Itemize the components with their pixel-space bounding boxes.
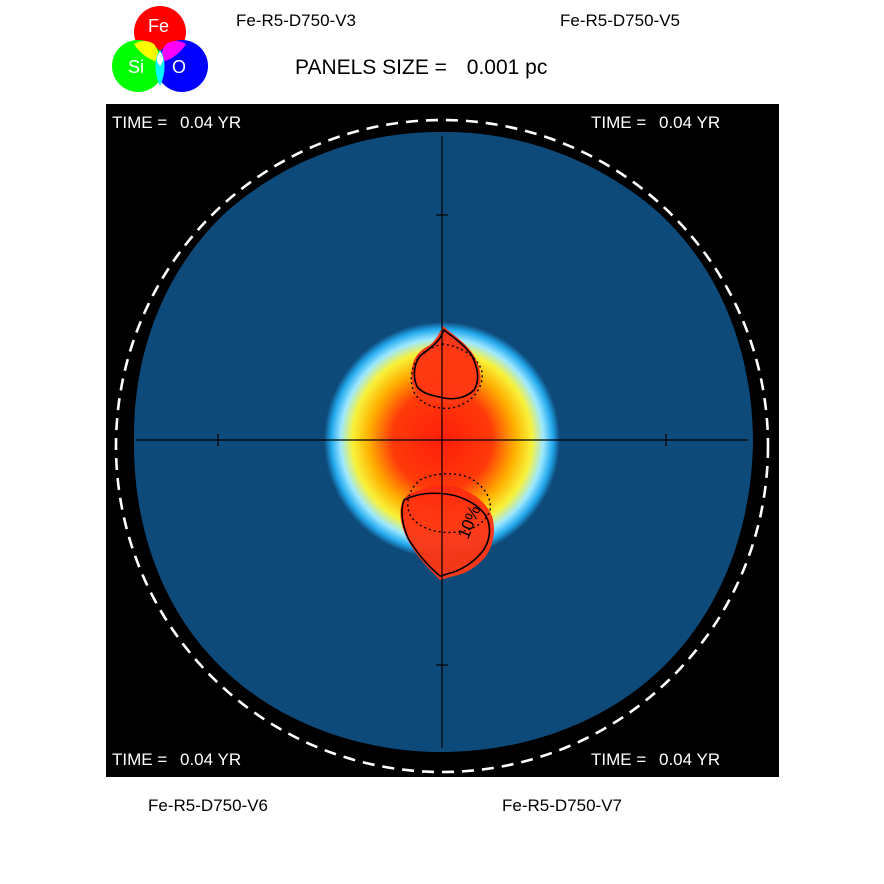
panel-label-bottom-right: Fe-R5-D750-V7	[502, 796, 622, 815]
contour-lower-dotted	[407, 473, 491, 534]
reference-circle-dashed	[114, 118, 770, 774]
panel-label-top-right: Fe-R5-D750-V5	[560, 11, 680, 30]
time-top-right: TIME = 0.04 YR	[591, 113, 720, 133]
time-label: TIME =	[112, 750, 168, 769]
legend-o-label: O	[172, 57, 187, 77]
panel-size-value: 0.001 pc	[466, 56, 548, 79]
legend-overlap-rg	[134, 41, 159, 62]
legend-overlap-rb	[161, 41, 186, 62]
time-value: 0.04 YR	[180, 750, 242, 769]
time-bottom-right: TIME = 0.04 YR	[591, 750, 720, 770]
element-legend	[106, 0, 212, 104]
plume-lower	[400, 485, 494, 580]
time-value: 0.04 YR	[659, 113, 721, 132]
panel-label-top-left: Fe-R5-D750-V3	[236, 11, 356, 30]
contour-lower-solid	[401, 492, 491, 577]
contour-upper-dotted	[410, 343, 483, 410]
legend-fe-label: Fe	[148, 16, 170, 36]
panel-label-bottom-left: Fe-R5-D750-V6	[148, 796, 268, 815]
legend-overlap-all	[157, 52, 163, 66]
time-value: 0.04 YR	[180, 113, 242, 132]
time-label: TIME =	[591, 113, 647, 132]
time-bottom-left: TIME = 0.04 YR	[112, 750, 241, 770]
time-value: 0.04 YR	[659, 750, 721, 769]
panel-size: PANELS SIZE = 0.001 pc	[295, 56, 547, 80]
time-top-left: TIME = 0.04 YR	[112, 113, 241, 133]
panel-size-label: PANELS SIZE =	[295, 56, 447, 79]
axis-ticks	[217, 214, 667, 666]
time-label: TIME =	[591, 750, 647, 769]
time-label: TIME =	[112, 113, 168, 132]
legend-si-label: Si	[128, 57, 145, 77]
